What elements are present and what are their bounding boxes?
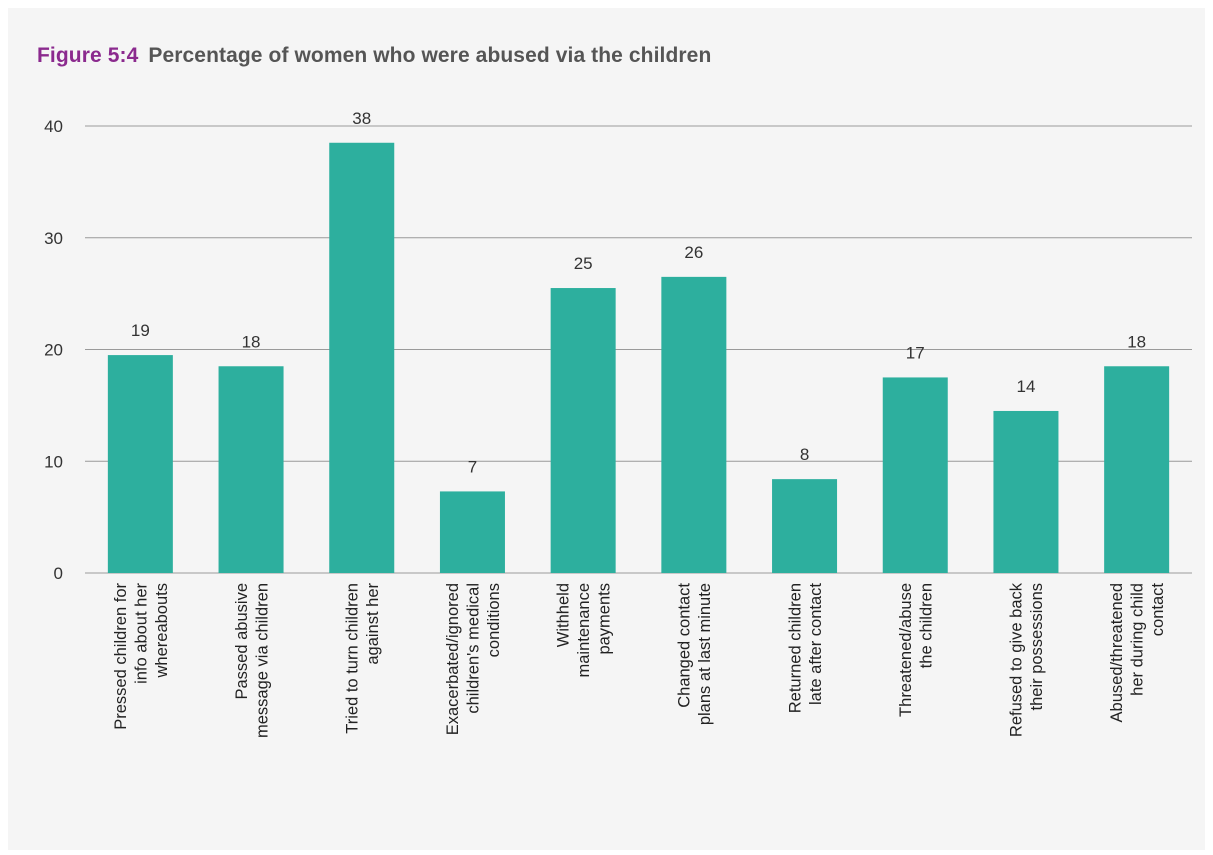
category-label: Returned children late after contact [786, 583, 825, 714]
category-label-line: Withheld [555, 583, 573, 647]
y-tick-label: 20 [44, 341, 63, 360]
category-label-line: Abused/threatened [1108, 583, 1126, 722]
category-label: Changed contact plans at last minute [676, 583, 715, 726]
data-label: 18 [1127, 332, 1146, 351]
category-label-line: Refused to give back [1008, 582, 1026, 737]
category-label-line: her during child [1129, 583, 1147, 696]
data-label: 19 [131, 321, 150, 340]
category-label-line: against her [364, 582, 382, 664]
bar [993, 410, 1059, 573]
data-label: 7 [468, 457, 477, 476]
bar [439, 491, 505, 573]
data-label: 14 [1016, 377, 1035, 396]
category-label: Exacerbated/ignored children's medical con… [444, 583, 503, 735]
bar [661, 276, 727, 573]
category-label: Withheld maintenance payments [555, 583, 614, 677]
category-label-line: Changed contact [676, 583, 694, 708]
category-label-line: Threatened/abuse [897, 583, 915, 717]
data-label: 25 [574, 254, 593, 273]
category-label: Abused/threatened her during child contact [1108, 583, 1167, 723]
bar [1104, 366, 1170, 573]
data-label: 38 [352, 109, 371, 128]
bar [107, 355, 173, 573]
category-label-line: Returned children [786, 583, 804, 713]
category-label-line: late after contact [807, 583, 825, 705]
category-label-line: payments [596, 583, 614, 655]
category-label: Threatened/abuse the children [897, 583, 936, 717]
bar [329, 142, 395, 573]
category-label-line: message via children [253, 583, 271, 738]
category-label-line: conditions [485, 583, 503, 657]
bar [772, 479, 838, 573]
data-label: 17 [906, 343, 925, 362]
data-label: 26 [684, 243, 703, 262]
category-label: Passed abusive message via children [233, 583, 271, 738]
y-tick-label: 0 [54, 564, 63, 583]
figure-number: Figure 5:4 [37, 44, 139, 67]
category-label: Pressed children for info about her wherea… [112, 583, 171, 730]
bar [218, 366, 284, 573]
category-label-line: info about her [132, 583, 150, 684]
data-label: 8 [800, 445, 809, 464]
category-label-line: plans at last minute [696, 583, 714, 725]
data-label: 18 [242, 332, 261, 351]
figure-title-text: Percentage of women who were abused via … [148, 44, 712, 67]
category-label: Tried to turn children against her [344, 582, 383, 733]
category-label-line: children's medical [464, 583, 482, 714]
category-label-line: whereabouts [153, 583, 171, 678]
y-tick-label: 10 [44, 452, 63, 471]
category-label-line: contact [1149, 583, 1167, 637]
y-tick-label: 30 [44, 229, 63, 248]
category-label: Refused to give back their possessions [1008, 582, 1047, 737]
category-label-line: Passed abusive [233, 583, 251, 700]
bar [550, 288, 616, 573]
y-tick-label: 40 [44, 117, 63, 136]
bar [882, 377, 948, 573]
category-label-line: their possessions [1028, 583, 1046, 710]
category-label-line: Tried to turn children [344, 583, 362, 734]
category-label-line: Exacerbated/ignored [444, 583, 462, 735]
category-label-line: maintenance [575, 583, 593, 677]
category-label-line: the children [918, 583, 936, 668]
figure-title: Figure 5:4 Percentage of women who were a… [37, 44, 711, 68]
category-label-line: Pressed children for [112, 583, 130, 730]
